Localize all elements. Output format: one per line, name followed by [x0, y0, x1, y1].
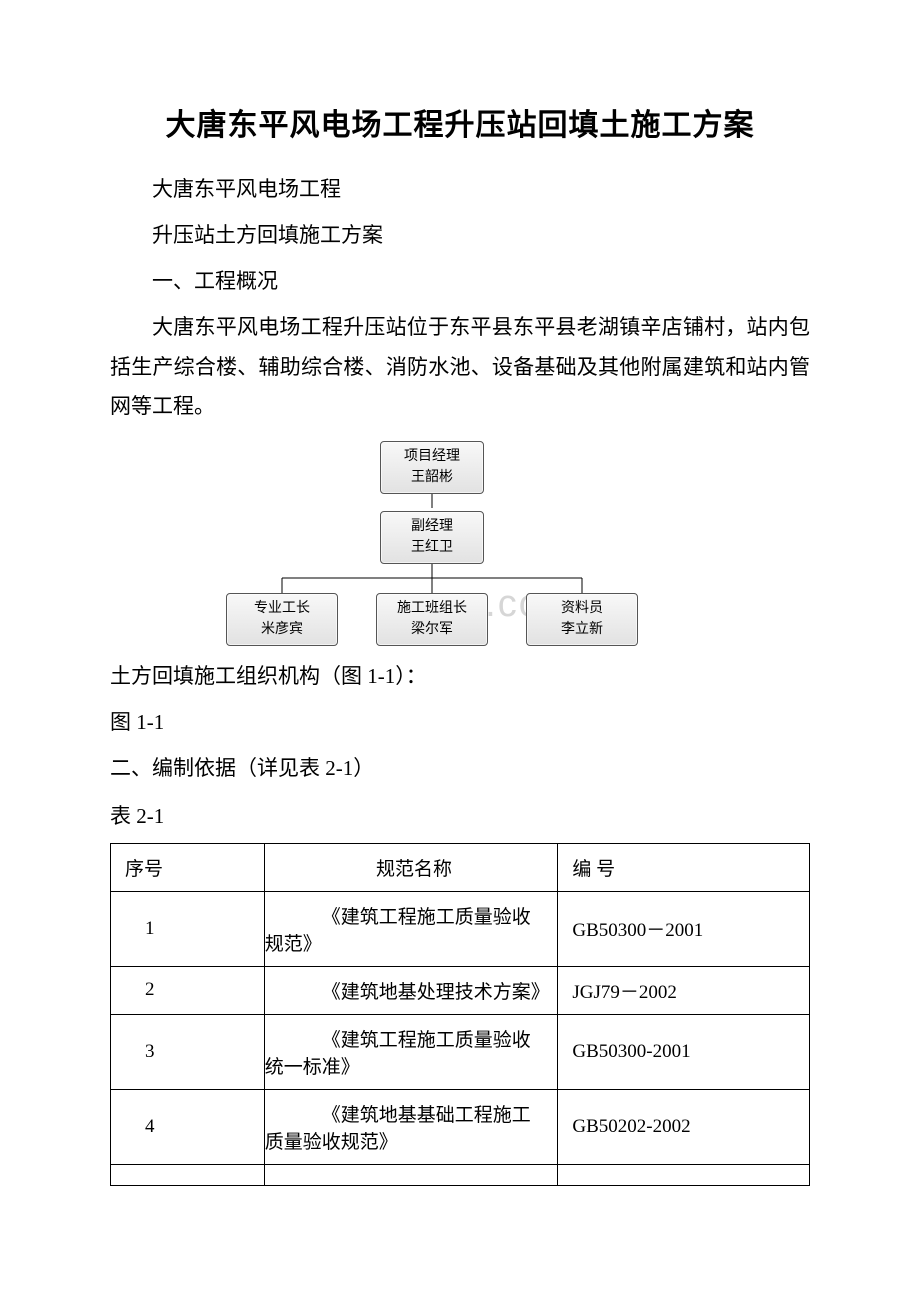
cell-code: GB50202-2002 — [558, 1089, 810, 1164]
subtitle-line-2: 升压站土方回填施工方案 — [110, 216, 810, 256]
cell-seq: 4 — [111, 1089, 265, 1164]
cell-seq: 2 — [111, 966, 265, 1014]
org-node-label: 资料员 — [527, 599, 637, 619]
org-node-deputy: 副经理 王红卫 — [380, 511, 484, 564]
cell-empty — [111, 1164, 265, 1185]
table-row-empty — [111, 1164, 810, 1185]
figure-caption-line-1: 土方回填施工组织机构（图 1-1）： — [110, 657, 810, 697]
table-header-row: 序号 规范名称 编 号 — [111, 843, 810, 891]
col-header-seq: 序号 — [111, 843, 265, 891]
subtitle-line-1: 大唐东平风电场工程 — [110, 170, 810, 210]
org-node-foreman: 专业工长 米彦宾 — [226, 593, 338, 646]
org-node-teamleader: 施工班组长 梁尔军 — [376, 593, 488, 646]
cell-empty — [558, 1164, 810, 1185]
table-caption: 表 2-1 — [110, 797, 810, 837]
page-title: 大唐东平风电场工程升压站回填土施工方案 — [110, 100, 810, 144]
cell-name: 《建筑地基处理技术方案》 — [264, 966, 558, 1014]
org-node-person: 梁尔军 — [377, 620, 487, 640]
cell-seq: 3 — [111, 1014, 265, 1089]
spec-table: 序号 规范名称 编 号 1 《建筑工程施工质量验收规范》 GB50300－200… — [110, 843, 810, 1186]
section-2-heading: 二、编制依据（详见表 2-1） — [110, 749, 810, 789]
org-node-label: 项目经理 — [381, 447, 483, 467]
org-node-manager: 项目经理 王韶彬 — [380, 441, 484, 494]
org-node-person: 米彦宾 — [227, 620, 337, 640]
org-node-label: 施工班组长 — [377, 599, 487, 619]
org-node-label: 副经理 — [381, 517, 483, 537]
table-row: 2 《建筑地基处理技术方案》 JGJ79－2002 — [111, 966, 810, 1014]
table-row: 1 《建筑工程施工质量验收规范》 GB50300－2001 — [111, 891, 810, 966]
cell-code: JGJ79－2002 — [558, 966, 810, 1014]
org-node-documenter: 资料员 李立新 — [526, 593, 638, 646]
org-node-person: 李立新 — [527, 620, 637, 640]
cell-empty — [264, 1164, 558, 1185]
cell-name: 《建筑工程施工质量验收统一标准》 — [264, 1014, 558, 1089]
cell-name: 《建筑工程施工质量验收规范》 — [264, 891, 558, 966]
org-node-person: 王韶彬 — [381, 468, 483, 488]
section-1-body: 大唐东平风电场工程升压站位于东平县东平县老湖镇辛店铺村，站内包括生产综合楼、辅助… — [110, 308, 810, 428]
cell-seq: 1 — [111, 891, 265, 966]
org-chart: ocx.com 项目经理 王韶彬 副经理 王红卫 专业工长 米彦宾 施工班组长 … — [110, 433, 810, 653]
cell-name: 《建筑地基基础工程施工质量验收规范》 — [264, 1089, 558, 1164]
col-header-name: 规范名称 — [264, 843, 558, 891]
table-row: 3 《建筑工程施工质量验收统一标准》 GB50300-2001 — [111, 1014, 810, 1089]
col-header-code: 编 号 — [558, 843, 810, 891]
section-1-heading: 一、工程概况 — [110, 262, 810, 302]
org-node-person: 王红卫 — [381, 538, 483, 558]
org-node-label: 专业工长 — [227, 599, 337, 619]
table-row: 4 《建筑地基基础工程施工质量验收规范》 GB50202-2002 — [111, 1089, 810, 1164]
cell-code: GB50300-2001 — [558, 1014, 810, 1089]
figure-caption-line-2: 图 1-1 — [110, 703, 810, 743]
cell-code: GB50300－2001 — [558, 891, 810, 966]
